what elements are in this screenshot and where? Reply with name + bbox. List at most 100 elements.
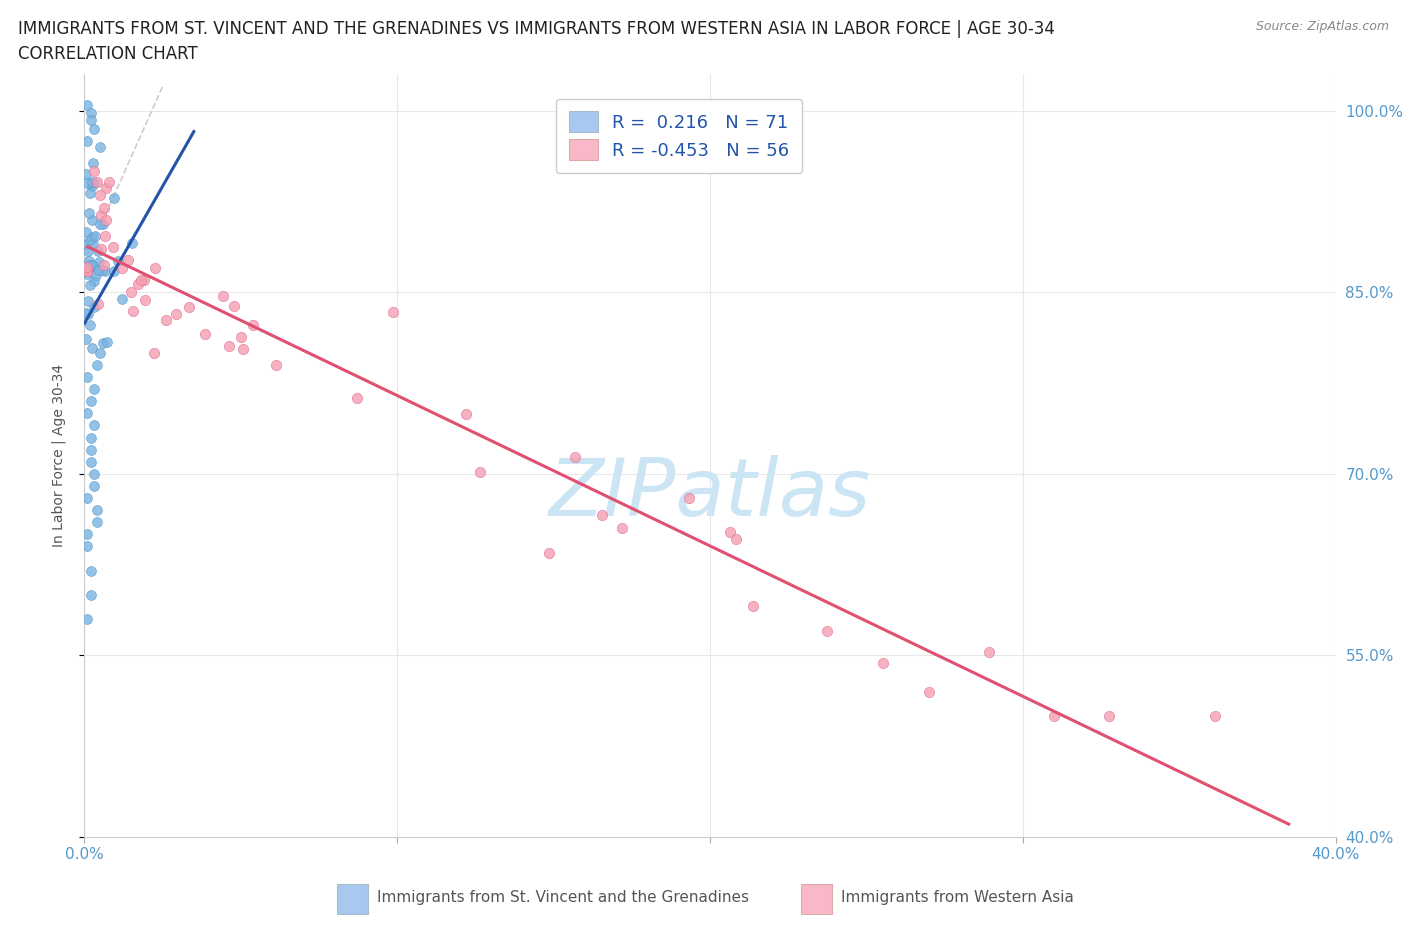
Point — [134, 293, 156, 308]
Point — [127, 277, 149, 292]
Point — [98, 175, 121, 190]
Point — [117, 252, 139, 267]
Point — [86, 174, 108, 189]
Bar — [337, 884, 368, 913]
Point — [96, 335, 118, 350]
Point — [83, 479, 105, 494]
Point — [79, 186, 101, 201]
Point — [75, 237, 97, 252]
Text: Source: ZipAtlas.com: Source: ZipAtlas.com — [1256, 20, 1389, 33]
Point — [80, 230, 103, 245]
Point — [80, 258, 103, 272]
Point — [83, 274, 105, 289]
Point — [90, 262, 112, 277]
Text: ZIPatlas: ZIPatlas — [548, 455, 872, 533]
Point — [107, 253, 129, 268]
Point — [143, 260, 166, 275]
Point — [742, 598, 765, 613]
Point — [84, 267, 107, 282]
Point — [79, 318, 101, 333]
Point — [82, 236, 104, 251]
Point — [87, 297, 110, 312]
Point — [111, 260, 134, 275]
Point — [79, 258, 101, 272]
Point — [75, 306, 97, 321]
Point — [194, 326, 217, 341]
Point — [76, 266, 98, 281]
Point — [83, 122, 105, 137]
Point — [468, 464, 491, 479]
Point — [77, 206, 100, 220]
Point — [79, 113, 101, 127]
Point — [76, 306, 98, 321]
Point — [222, 299, 245, 313]
Point — [89, 188, 111, 203]
Point — [229, 330, 252, 345]
Point — [1204, 709, 1226, 724]
Point — [82, 179, 104, 193]
Point — [82, 259, 104, 273]
Point — [103, 191, 125, 206]
Point — [79, 106, 101, 121]
Point — [83, 467, 105, 482]
Point — [121, 303, 143, 318]
Text: Immigrants from St. Vincent and the Grenadines: Immigrants from St. Vincent and the Gren… — [377, 890, 749, 905]
Point — [90, 208, 112, 223]
Point — [90, 241, 112, 256]
Point — [96, 180, 118, 195]
Point — [75, 166, 97, 181]
Point — [77, 293, 100, 308]
Point — [76, 98, 98, 113]
Point — [79, 232, 101, 247]
Point — [76, 369, 98, 384]
Point — [266, 358, 288, 373]
Point — [76, 134, 98, 149]
Point — [83, 176, 105, 191]
Point — [93, 263, 115, 278]
Point — [564, 449, 586, 464]
Point — [89, 345, 111, 360]
Point — [232, 341, 254, 356]
Point — [1043, 709, 1066, 724]
Point — [134, 272, 156, 287]
Text: IMMIGRANTS FROM ST. VINCENT AND THE GRENADINES VS IMMIGRANTS FROM WESTERN ASIA I: IMMIGRANTS FROM ST. VINCENT AND THE GREN… — [18, 20, 1054, 38]
Y-axis label: In Labor Force | Age 30-34: In Labor Force | Age 30-34 — [52, 365, 66, 547]
Point — [612, 521, 634, 536]
Point — [121, 235, 143, 250]
Point — [94, 228, 117, 243]
Point — [76, 263, 98, 278]
Point — [111, 292, 134, 307]
Point — [87, 244, 110, 259]
Point — [79, 277, 101, 292]
Point — [101, 240, 124, 255]
Bar — [801, 884, 832, 913]
Point — [79, 430, 101, 445]
Point — [346, 391, 368, 405]
Point — [129, 272, 152, 287]
Point — [87, 263, 110, 278]
Point — [87, 255, 110, 270]
Point — [103, 263, 125, 278]
Point — [93, 258, 115, 272]
Point — [79, 455, 101, 470]
Point — [76, 176, 98, 191]
Point — [454, 406, 477, 421]
Point — [96, 212, 118, 227]
Point — [242, 318, 264, 333]
Point — [83, 164, 105, 179]
Text: CORRELATION CHART: CORRELATION CHART — [18, 45, 198, 62]
Point — [82, 213, 104, 228]
Point — [84, 229, 107, 244]
Point — [76, 259, 98, 274]
Point — [120, 285, 142, 299]
Point — [678, 490, 700, 505]
Point — [918, 684, 941, 699]
Point — [718, 525, 741, 539]
Point — [89, 140, 111, 154]
Point — [82, 156, 104, 171]
Point — [77, 244, 100, 259]
Point — [977, 644, 1000, 659]
Point — [76, 612, 98, 627]
Point — [76, 539, 98, 554]
Point — [177, 299, 200, 314]
